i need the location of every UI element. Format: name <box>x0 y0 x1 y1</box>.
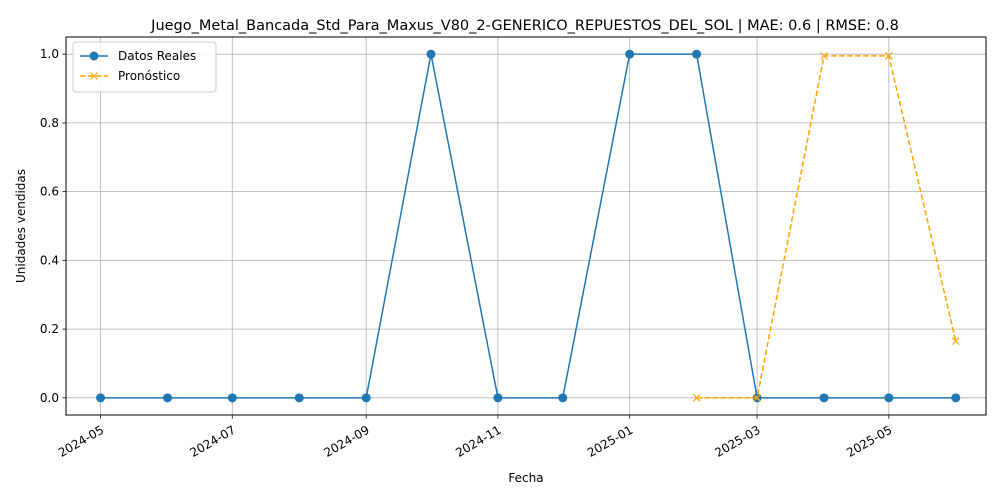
data-point-reales <box>361 393 371 403</box>
data-point-reales <box>951 393 961 403</box>
data-point-reales <box>227 393 237 403</box>
legend-marker-reales <box>89 51 99 61</box>
data-point-pronostico <box>820 51 828 60</box>
data-point-reales <box>493 393 503 403</box>
y-tick-label: 0.4 <box>40 253 59 267</box>
y-tick-label: 1.0 <box>40 47 59 61</box>
y-axis-label: Unidades vendidas <box>14 169 28 283</box>
grid <box>66 37 986 415</box>
y-tick-label: 0.2 <box>40 322 59 336</box>
x-axis-label: Fecha <box>508 471 543 485</box>
data-point-pronostico <box>884 51 893 60</box>
series-layer <box>96 49 961 403</box>
chart-title: Juego_Metal_Bancada_Std_Para_Maxus_V80_2… <box>150 18 899 34</box>
y-tick-label: 0.0 <box>40 391 59 405</box>
legend-label-reales: Datos Reales <box>118 49 196 63</box>
data-point-reales <box>558 393 568 403</box>
data-point-pronostico <box>951 337 960 346</box>
data-point-reales <box>163 393 173 403</box>
legend-frame <box>72 41 217 93</box>
data-point-pronostico <box>753 393 762 402</box>
data-point-reales <box>96 393 106 403</box>
data-point-reales <box>884 393 894 403</box>
legend: Datos Reales Pronóstico <box>72 41 217 93</box>
data-point-reales <box>625 49 635 59</box>
plot-frame <box>65 36 987 416</box>
y-tick-label: 0.8 <box>40 116 59 130</box>
legend-label-pronostico: Pronóstico <box>118 69 180 83</box>
y-axis-ticks: 0.0 0.2 0.4 0.6 0.8 1.0 <box>40 47 66 405</box>
legend-marker-pronostico <box>90 72 98 80</box>
data-point-reales <box>692 49 702 59</box>
series-line-reales <box>100 53 956 399</box>
data-point-reales <box>294 393 304 403</box>
data-point-reales <box>819 393 829 403</box>
y-tick-label: 0.6 <box>40 185 59 199</box>
data-point-reales <box>426 49 436 59</box>
data-point-pronostico <box>692 393 701 402</box>
